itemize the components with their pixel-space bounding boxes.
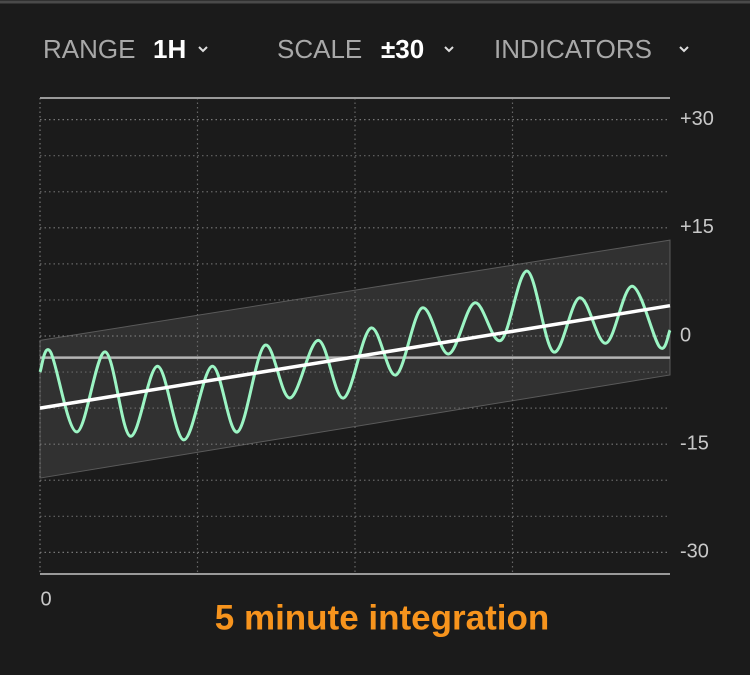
indicators-label: INDICATORS <box>494 34 652 64</box>
y-tick-label: 0 <box>680 324 691 346</box>
scale-control[interactable]: SCALE ±30 <box>277 34 454 64</box>
range-control[interactable]: RANGE 1H <box>43 34 208 64</box>
x-tick-label: 0 <box>40 588 51 610</box>
range-value: 1H <box>153 34 186 64</box>
y-tick-label: +30 <box>680 108 714 130</box>
chevron <box>679 46 689 53</box>
indicators-control[interactable]: INDICATORS <box>494 34 689 64</box>
trend-line <box>39 303 671 410</box>
chevron <box>198 46 208 53</box>
annotation: 5 minute integration <box>215 598 549 637</box>
loudness-line <box>38 269 672 442</box>
scale-value: ±30 <box>381 34 424 64</box>
range-label: RANGE <box>43 34 135 64</box>
y-tick-label: -15 <box>680 432 709 454</box>
y-tick-label: +15 <box>680 216 714 238</box>
scale-label: SCALE <box>277 34 362 64</box>
chevron <box>444 46 454 53</box>
y-tick-label: -30 <box>680 541 709 563</box>
